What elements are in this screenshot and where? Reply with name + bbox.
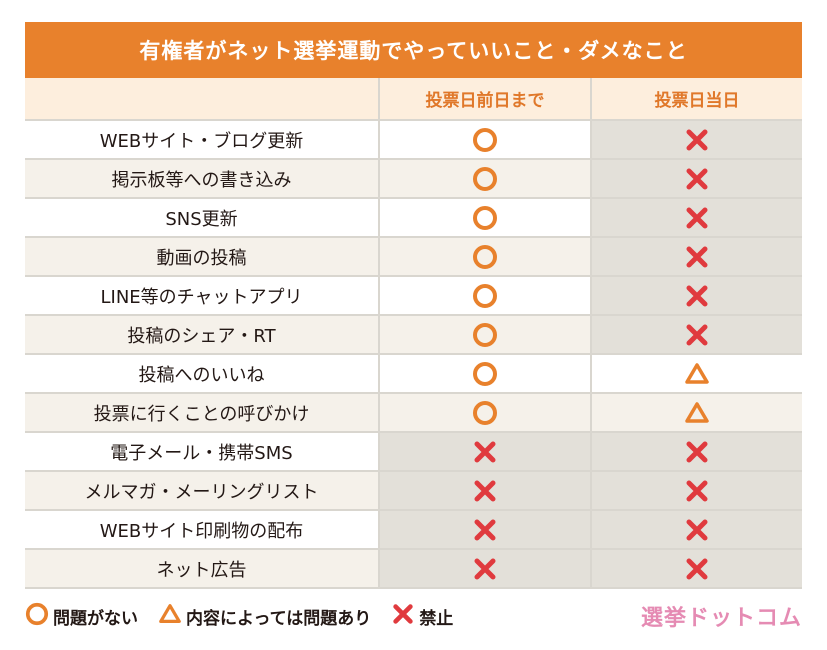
cross-icon xyxy=(592,205,802,231)
legend-maybe-label: 内容によっては問題あり xyxy=(186,608,372,629)
cross-icon xyxy=(380,439,590,465)
triangle-icon xyxy=(592,400,802,426)
cell-before xyxy=(379,471,592,511)
table-row: 投稿へのいいね xyxy=(25,354,802,394)
header-row: 投票日前日まで 投票日当日 xyxy=(25,78,802,121)
cell-before xyxy=(379,120,592,160)
circle-icon xyxy=(380,400,590,426)
cross-icon xyxy=(592,322,802,348)
row-item-label: SNS更新 xyxy=(25,198,380,238)
legend-maybe: 内容によっては問題あり xyxy=(158,602,371,631)
cell-day xyxy=(591,159,802,199)
cross-icon xyxy=(380,478,590,504)
circle-icon xyxy=(380,127,590,153)
header-election-day: 投票日当日 xyxy=(591,78,802,121)
legend-no-label: 禁止 xyxy=(419,608,454,629)
legend-ok: 問題がない xyxy=(25,602,138,631)
cross-icon xyxy=(592,517,802,543)
cell-before xyxy=(379,315,592,355)
cross-icon xyxy=(592,439,802,465)
cell-day xyxy=(591,237,802,277)
cross-icon xyxy=(592,556,802,582)
row-item-label: 投稿へのいいね xyxy=(25,354,380,394)
cell-day xyxy=(591,432,802,472)
table-row: ネット広告 xyxy=(25,549,802,589)
row-item-label: 投稿のシェア・RT xyxy=(25,315,380,355)
rules-table: 投票日前日まで 投票日当日 WEBサイト・ブログ更新 掲示板等への書き込み SNS更… xyxy=(25,78,802,589)
cell-day xyxy=(591,198,802,238)
cell-before xyxy=(379,432,592,472)
cell-day xyxy=(591,393,802,433)
table-row: 動画の投稿 xyxy=(25,237,802,277)
cross-icon xyxy=(592,127,802,153)
circle-icon xyxy=(25,602,53,631)
triangle-icon xyxy=(592,361,802,387)
table-row: 掲示板等への書き込み xyxy=(25,159,802,199)
row-item-label: 掲示板等への書き込み xyxy=(25,159,380,199)
table-row: WEBサイト・ブログ更新 xyxy=(25,120,802,160)
circle-icon xyxy=(380,361,590,387)
cell-day xyxy=(591,471,802,511)
row-item-label: WEBサイト印刷物の配布 xyxy=(25,510,380,550)
circle-icon xyxy=(380,322,590,348)
cell-day xyxy=(591,276,802,316)
cell-day xyxy=(591,549,802,589)
row-item-label: ネット広告 xyxy=(25,549,380,589)
cross-icon xyxy=(592,283,802,309)
table-row: LINE等のチャットアプリ xyxy=(25,276,802,316)
table-row: WEBサイト印刷物の配布 xyxy=(25,510,802,550)
table-row: 投稿のシェア・RT xyxy=(25,315,802,355)
cell-before xyxy=(379,237,592,277)
circle-icon xyxy=(380,166,590,192)
row-item-label: 投票に行くことの呼びかけ xyxy=(25,393,380,433)
triangle-icon xyxy=(158,602,186,631)
table-row: 投票に行くことの呼びかけ xyxy=(25,393,802,433)
cell-before xyxy=(379,549,592,589)
cross-icon xyxy=(391,602,419,631)
legend-no: 禁止 xyxy=(391,602,453,631)
legend-ok-label: 問題がない xyxy=(53,608,138,629)
header-item xyxy=(25,78,380,121)
site-logo: 選挙ドットコム xyxy=(641,600,802,632)
table-title: 有権者がネット選挙運動でやっていいこと・ダメなこと xyxy=(25,22,802,78)
row-item-label: LINE等のチャットアプリ xyxy=(25,276,380,316)
cross-icon xyxy=(592,478,802,504)
comparison-card: 有権者がネット選挙運動でやっていいこと・ダメなこと 投票日前日まで 投票日当日 … xyxy=(25,22,802,589)
cell-before xyxy=(379,393,592,433)
cross-icon xyxy=(380,556,590,582)
cross-icon xyxy=(592,244,802,270)
cross-icon xyxy=(592,166,802,192)
cross-icon xyxy=(380,517,590,543)
circle-icon xyxy=(380,244,590,270)
cell-day xyxy=(591,354,802,394)
header-before-day: 投票日前日まで xyxy=(379,78,592,121)
cell-day xyxy=(591,510,802,550)
cell-day xyxy=(591,120,802,160)
cell-before xyxy=(379,276,592,316)
table-row: メルマガ・メーリングリスト xyxy=(25,471,802,511)
row-item-label: 動画の投稿 xyxy=(25,237,380,277)
row-item-label: WEBサイト・ブログ更新 xyxy=(25,120,380,160)
row-item-label: メルマガ・メーリングリスト xyxy=(25,471,380,511)
circle-icon xyxy=(380,205,590,231)
table-row: SNS更新 xyxy=(25,198,802,238)
cell-before xyxy=(379,354,592,394)
row-item-label: 電子メール・携帯SMS xyxy=(25,432,380,472)
logo-text: 選挙ドットコム xyxy=(640,606,802,631)
legend: 問題がない 内容によっては問題あり 禁止 選挙ドットコム xyxy=(25,596,802,636)
cell-before xyxy=(379,198,592,238)
table-row: 電子メール・携帯SMS xyxy=(25,432,802,472)
cell-before xyxy=(379,510,592,550)
circle-icon xyxy=(380,283,590,309)
cell-before xyxy=(379,159,592,199)
cell-day xyxy=(591,315,802,355)
